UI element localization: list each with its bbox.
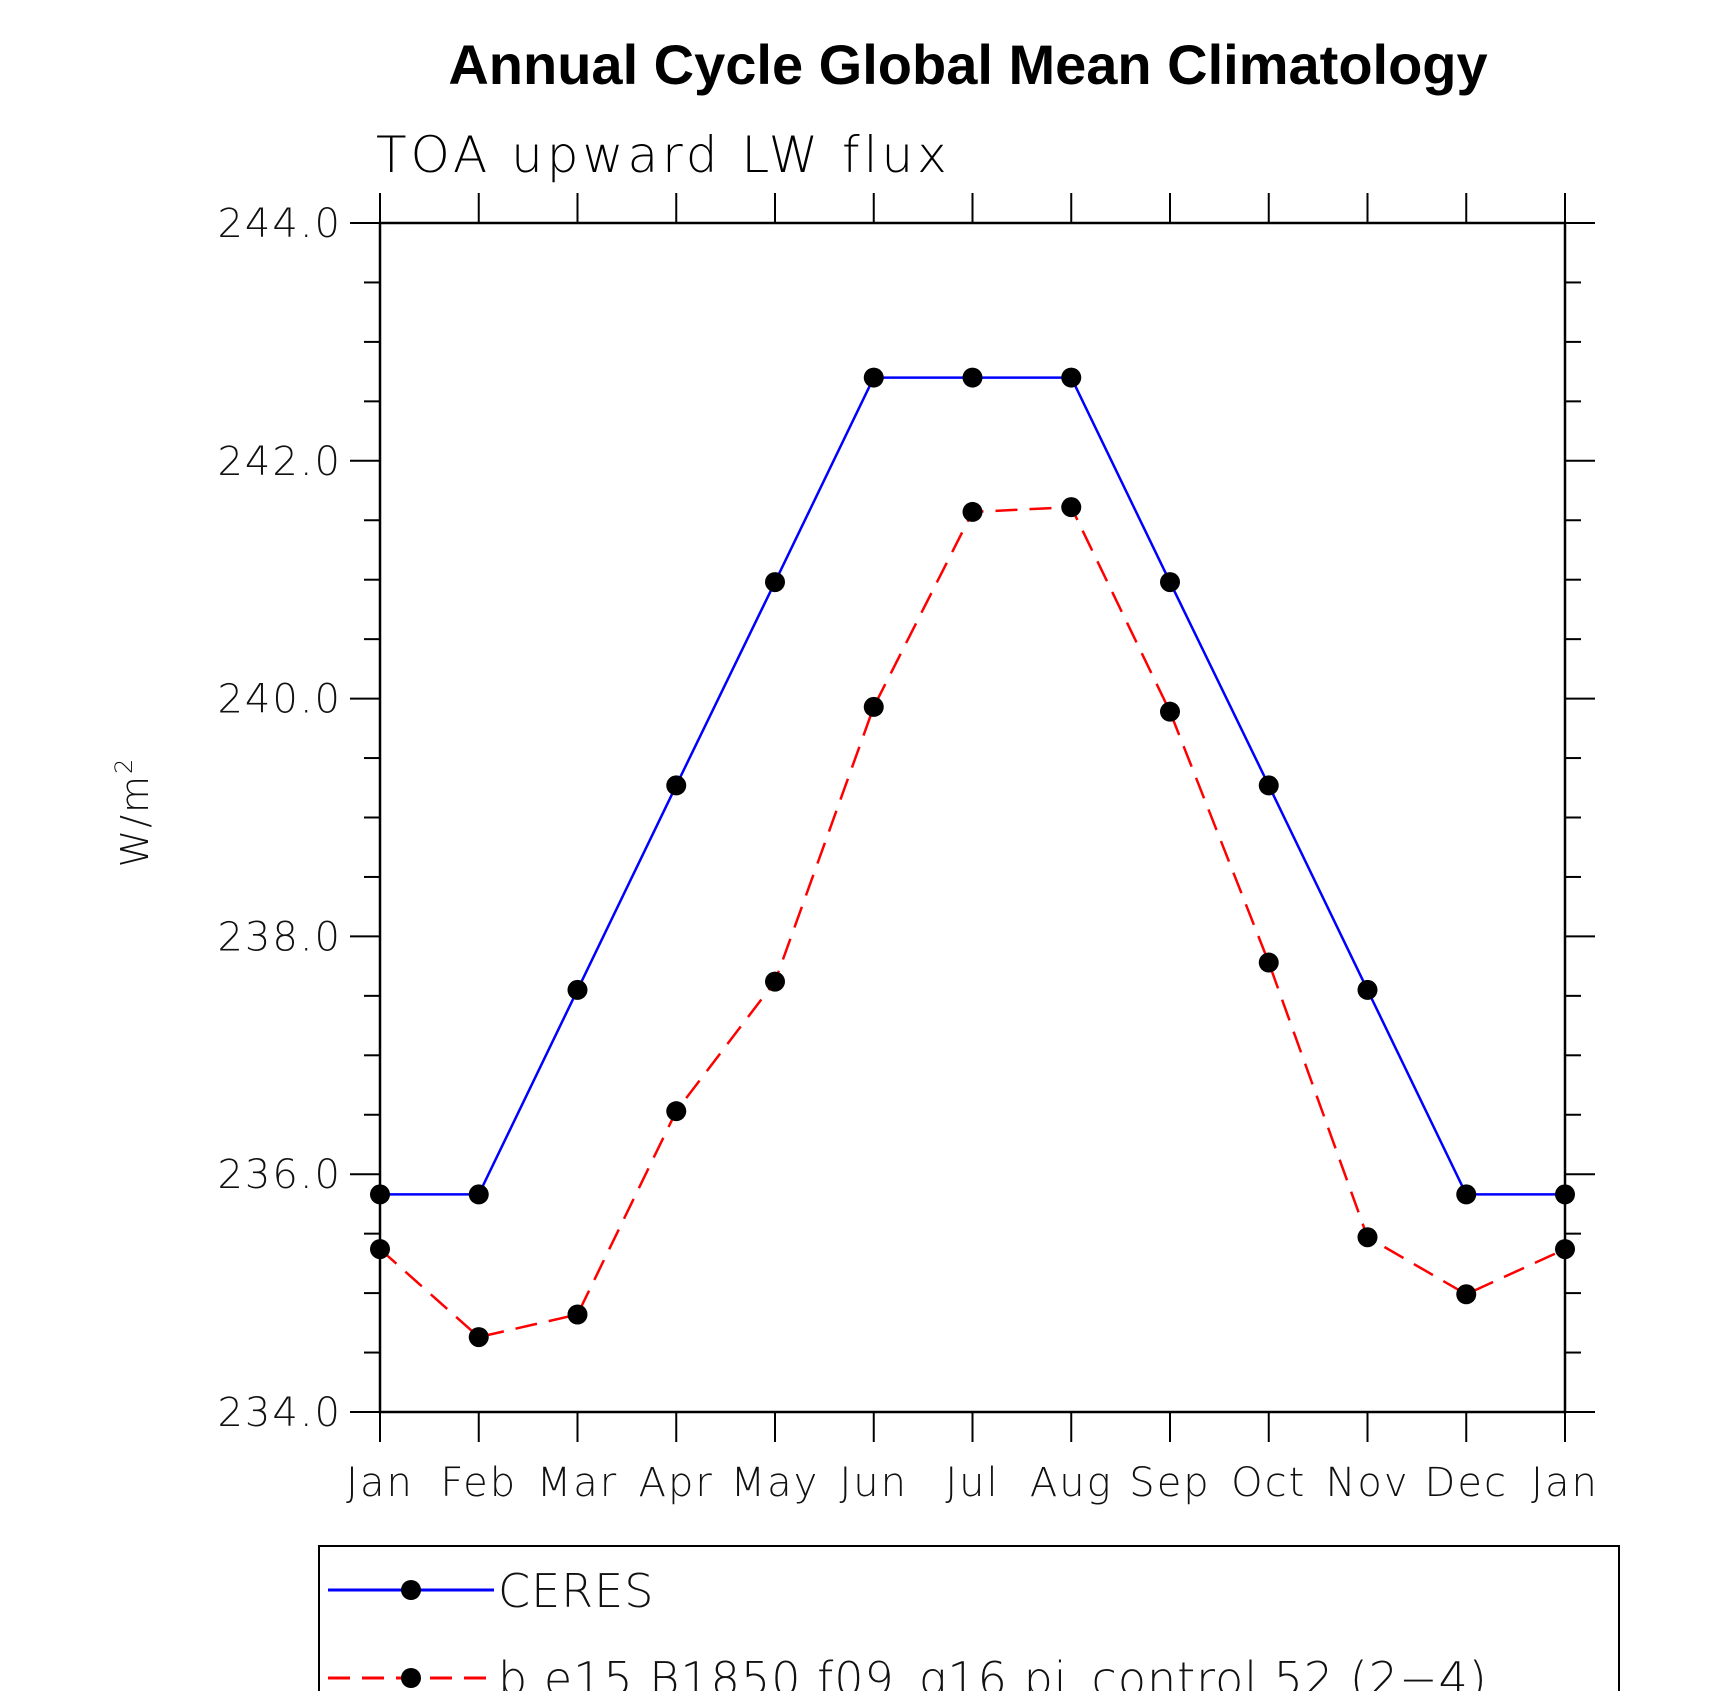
series-0-point <box>468 1184 489 1205</box>
legend-label-model: b.e15.B1850.f09_g16.pi_control.52 (2−4) <box>498 1652 1488 1691</box>
legend-marker-model <box>401 1668 421 1688</box>
x-tick-label: Jan <box>1531 1460 1599 1506</box>
y-tick-label: 242.0 <box>217 439 342 485</box>
x-tick-label: Mar <box>537 1460 618 1506</box>
series-0-point <box>962 367 983 388</box>
series-0-point <box>370 1184 390 1205</box>
x-tick-label: Sep <box>1129 1460 1210 1506</box>
series-1-point <box>370 1239 390 1260</box>
x-tick-label: Apr <box>639 1460 714 1506</box>
series-0-point <box>1357 979 1378 1000</box>
x-tick-label: Aug <box>1030 1460 1113 1506</box>
y-tick-label: 244.0 <box>217 201 342 247</box>
series-1-point <box>666 1101 687 1122</box>
y-axis-label-superscript: 2 <box>110 757 138 774</box>
y-tick-label: 238.0 <box>217 914 342 960</box>
series-1-point <box>468 1327 489 1348</box>
series-layer <box>370 367 1575 1348</box>
x-tick-label: Dec <box>1425 1460 1508 1506</box>
x-tick-label: Jul <box>945 1460 999 1506</box>
legend: CERES b.e15.B1850.f09_g16.pi_control.52 … <box>318 1545 1620 1691</box>
y-axis-label-text: W/m <box>113 774 157 867</box>
legend-label-ceres: CERES <box>498 1564 654 1618</box>
series-1-point <box>1258 952 1279 973</box>
y-axis-label: W/m2 <box>110 757 157 868</box>
y-tick-label: 236.0 <box>217 1152 342 1198</box>
y-tick-label: 234.0 <box>217 1390 342 1436</box>
series-0-point <box>1061 367 1082 388</box>
series-0-point <box>1160 572 1180 593</box>
series-1-point <box>567 1304 588 1325</box>
y-tick-label: 240.0 <box>217 677 342 723</box>
series-0-point <box>863 367 884 388</box>
series-1-point <box>863 696 884 717</box>
legend-marker-ceres <box>401 1580 421 1600</box>
x-tick-label: Feb <box>440 1460 517 1506</box>
series-1-point <box>1555 1239 1575 1260</box>
series-line-0 <box>380 376 1565 1196</box>
x-axis-ticks: Jan Feb Mar Apr May Jun Jul Aug Sep Oct Nov Dec Jan <box>346 193 1599 1506</box>
series-1-point <box>1357 1227 1378 1248</box>
series-1-point <box>1160 701 1180 722</box>
series-1-point <box>962 501 983 522</box>
series-0-point <box>1258 775 1279 796</box>
series-1-point <box>1061 497 1082 518</box>
axes-frame <box>378 221 1567 1414</box>
chart-subtitle: TOA upward LW flux <box>376 126 951 184</box>
x-tick-label: Oct <box>1231 1460 1306 1506</box>
series-0-point <box>567 979 588 1000</box>
plot-area-border <box>378 221 1567 1414</box>
x-tick-label: May <box>731 1460 820 1506</box>
series-0-point <box>765 572 785 593</box>
series-1-point <box>1456 1284 1477 1305</box>
series-0-point <box>1555 1184 1575 1205</box>
x-tick-label: Jun <box>840 1460 909 1506</box>
x-tick-label: Nov <box>1325 1460 1409 1506</box>
x-tick-label: Jan <box>346 1460 414 1506</box>
y-axis-ticks: 234.0 236.0 238.0 240.0 242.0 244.0 <box>217 201 1595 1436</box>
series-0-point <box>666 775 687 796</box>
series-1-point <box>765 971 785 992</box>
series-line-1 <box>379 505 1566 1339</box>
chart-title: Annual Cycle Global Mean Climatology <box>448 33 1487 96</box>
series-0-point <box>1456 1184 1477 1205</box>
legend-box <box>318 1545 1620 1691</box>
